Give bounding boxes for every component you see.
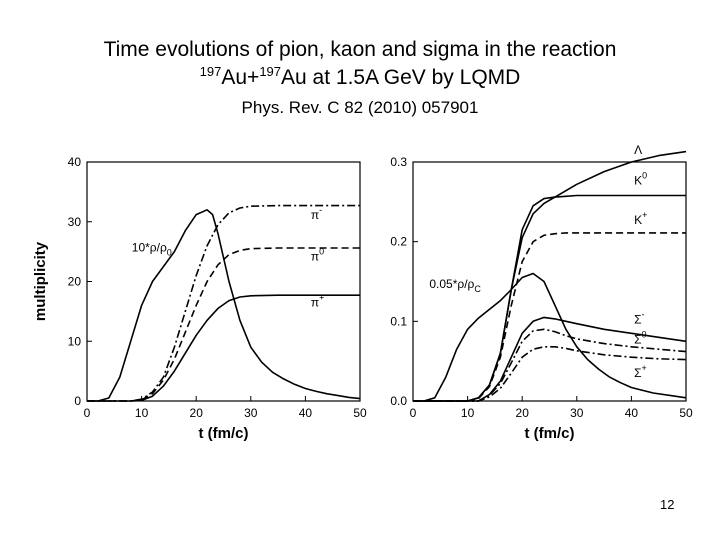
chart0-annotation-1: π0 — [311, 247, 324, 264]
chart1-annotation-3: 0.05*ρ/ρC — [429, 277, 481, 294]
chart0-series-line-2 — [87, 247, 360, 402]
chart1-annotation-sup: + — [642, 363, 647, 373]
chart1-x-tick-label: 30 — [570, 406, 584, 420]
chart1-plot-frame — [412, 161, 687, 402]
chart0-y-axis-label: multiplicity — [32, 241, 49, 321]
chart1-x-tick-label: 50 — [679, 406, 693, 420]
chart1-y-tick-label: 0.2 — [390, 235, 407, 249]
chart1-series-line-4 — [413, 316, 687, 402]
chart0-annotation-3: 10*ρ/ρ0 — [132, 241, 172, 258]
chart0-annotation-sup: + — [319, 293, 324, 303]
slide-title-line-2: 197Au+197Au at 1.5A GeV by LQMD — [0, 64, 720, 90]
chart1-x-tick-label: 0 — [410, 406, 417, 420]
mass-number-2: 197 — [259, 64, 282, 79]
chart1-annotation-text: Σ — [634, 366, 641, 380]
chart0-annotation-text: π — [311, 296, 319, 310]
chart0-x-tick-label: 30 — [244, 406, 258, 420]
chart0-annotation-sup: 0 — [319, 247, 324, 257]
chart1-series-line-2 — [413, 194, 686, 402]
chart0-y-tick-label: 0 — [74, 394, 81, 408]
chart0-y-tick-label: 30 — [68, 215, 82, 229]
chart1-x-tick-label: 10 — [461, 406, 475, 420]
chart0-x-axis-label: t (fm/c) — [199, 425, 249, 442]
chart1-series-line-5 — [413, 328, 687, 402]
chart1-annotation-text: Σ — [634, 333, 641, 347]
chart1-annotation-text: 0.05*ρ/ρ — [429, 277, 474, 291]
chart1-annotation-2: K+ — [634, 210, 647, 227]
chart0-x-tick-label: 10 — [135, 406, 149, 420]
chart0-series-line-3 — [87, 294, 360, 402]
chart0-annotation-sup: - — [319, 205, 322, 215]
title-mid-text: Au+ — [221, 66, 260, 89]
chart1-x-tick-label: 40 — [625, 406, 639, 420]
chart1-annotation-text: Σ — [634, 313, 641, 327]
chart1-x-tick-label: 20 — [516, 406, 530, 420]
chart0-x-tick-label: 50 — [353, 406, 367, 420]
chart0-annotation-sub: 0 — [167, 248, 172, 258]
chart1-x-axis-label: t (fm/c) — [525, 425, 575, 442]
chart0-annotation-text: π — [311, 250, 319, 264]
chart1-annotation-text: K — [634, 213, 642, 227]
chart0-annotation-text: π — [311, 208, 319, 222]
chart1-series-line-0 — [413, 272, 687, 402]
chart1-y-tick-label: 0.1 — [390, 314, 407, 328]
chart0-y-tick-label: 10 — [68, 334, 82, 348]
chart1-y-tick-label: 0.0 — [390, 394, 407, 408]
chart1-annotation-6: Σ+ — [634, 363, 647, 380]
chart1-annotation-sub: C — [474, 284, 481, 294]
chart1-y-tick-label: 0.3 — [390, 155, 407, 169]
chart0-x-tick-label: 20 — [190, 406, 204, 420]
chart1-annotation-0: Λ — [634, 143, 642, 157]
chart1-annotation-sup: - — [642, 310, 645, 320]
slide-number: 12 — [660, 497, 675, 512]
title-end-text: Au at 1.5A GeV by LQMD — [281, 66, 521, 89]
citation: Phys. Rev. C 82 (2010) 057901 — [241, 98, 479, 117]
chart1-annotation-sup: 0 — [642, 330, 647, 340]
chart0-x-tick-label: 0 — [84, 406, 91, 420]
chart0-annotation-2: π+ — [311, 293, 325, 310]
chart1-annotation-4: Σ- — [634, 310, 644, 327]
chart0-y-tick-label: 40 — [68, 155, 82, 169]
mass-number-1: 197 — [199, 64, 222, 79]
slide-title-line-1: Time evolutions of pion, kaon and sigma … — [103, 38, 617, 61]
chart0-x-tick-label: 40 — [299, 406, 313, 420]
chart0-y-tick-label: 20 — [68, 275, 82, 289]
chart0-series-line-1 — [87, 204, 360, 402]
chart1-annotation-text: Λ — [634, 143, 642, 157]
chart1-annotation-sup: 0 — [642, 170, 647, 180]
chart1-annotation-5: Σ0 — [634, 330, 646, 347]
chart0-annotation-text: 10*ρ/ρ — [132, 241, 167, 255]
chart0-series-line-0 — [87, 209, 361, 402]
chart1-series-line-3 — [413, 232, 686, 402]
chart1-annotation-text: K — [634, 173, 642, 187]
chart0-annotation-0: π- — [311, 205, 322, 222]
chart1-series-line-6 — [413, 346, 687, 402]
chart1-annotation-sup: + — [642, 210, 647, 220]
chart1-annotation-1: K0 — [634, 170, 647, 187]
